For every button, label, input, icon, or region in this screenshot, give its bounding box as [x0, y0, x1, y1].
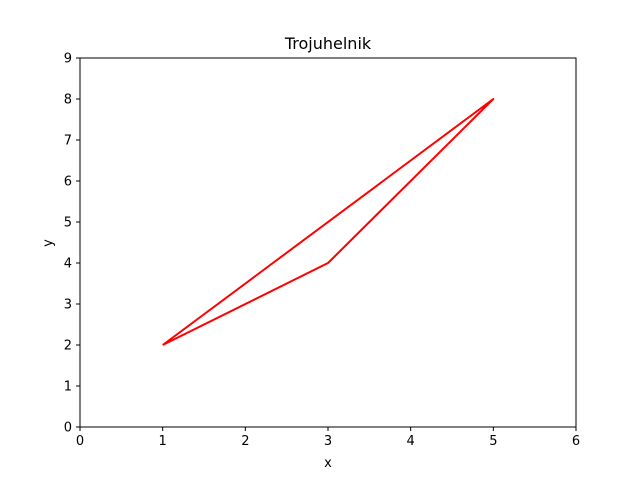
y-tick-label-7: 7 [64, 134, 72, 149]
x-tick-label-1: 1 [159, 434, 167, 449]
y-tick-label-6: 6 [64, 175, 72, 190]
y-tick-label-9: 9 [64, 52, 72, 67]
y-tick-label-1: 1 [64, 380, 72, 395]
axes-frame [79, 57, 577, 428]
x-tick-label-6: 6 [572, 434, 580, 449]
x-tick-label-0: 0 [76, 434, 84, 449]
x-axis-title: x [324, 456, 332, 471]
y-tick-label-0: 0 [64, 421, 72, 436]
y-axis-title: y [41, 239, 56, 247]
y-tick-label-5: 5 [64, 216, 72, 231]
y-tick-label-8: 8 [64, 93, 72, 108]
x-tick-label-2: 2 [241, 434, 249, 449]
series-line-0 [162, 98, 495, 346]
y-tick-label-2: 2 [64, 339, 72, 354]
y-tick-label-3: 3 [64, 298, 72, 313]
plot-area: 0 1 2 3 4 5 6 0 1 2 3 4 5 6 7 8 9 [64, 52, 580, 450]
y-tick-label-4: 4 [64, 257, 72, 272]
chart-title: Trojuhelnik [284, 34, 372, 53]
x-tick-label-5: 5 [489, 434, 497, 449]
x-tick-label-4: 4 [407, 434, 415, 449]
x-tick-label-3: 3 [324, 434, 332, 449]
